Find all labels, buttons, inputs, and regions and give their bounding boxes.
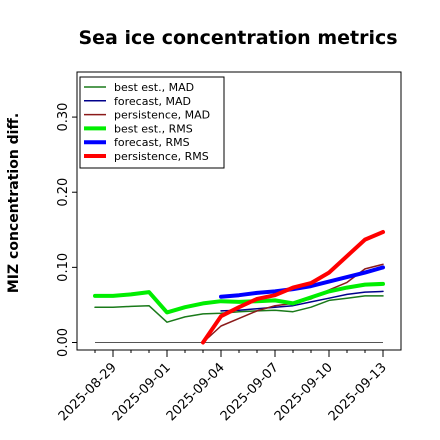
legend-frame xyxy=(79,76,225,169)
series-line xyxy=(93,281,385,315)
series-line xyxy=(220,290,384,312)
x-axis-ticks: 2025-08-292025-09-012025-09-042025-09-07… xyxy=(56,350,390,424)
legend-label: forecast, MAD xyxy=(114,95,191,108)
series-layer xyxy=(93,230,385,345)
y-tick-label: 0.10 xyxy=(56,253,71,282)
legend-label: persistence, RMS xyxy=(114,150,209,163)
y-tick-label: 0.30 xyxy=(56,103,71,132)
legend-label: best est., MAD xyxy=(114,81,194,94)
legend-label: persistence, MAD xyxy=(114,109,210,122)
y-tick-label: 0.00 xyxy=(56,328,71,357)
x-tick-label: 2025-09-13 xyxy=(326,360,390,424)
series-line xyxy=(94,295,384,323)
legend-label: forecast, RMS xyxy=(114,136,190,149)
y-axis-ticks: 0.00 0.10 0.20 0.30 xyxy=(56,103,77,357)
series-line xyxy=(201,230,385,345)
chart-title: Sea ice concentration metrics xyxy=(78,27,397,49)
y-tick-label: 0.20 xyxy=(56,178,71,207)
y-axis-label: MIZ concentration diff. xyxy=(6,113,22,293)
series-line xyxy=(219,265,385,299)
legend-label: best est., RMS xyxy=(114,122,193,135)
